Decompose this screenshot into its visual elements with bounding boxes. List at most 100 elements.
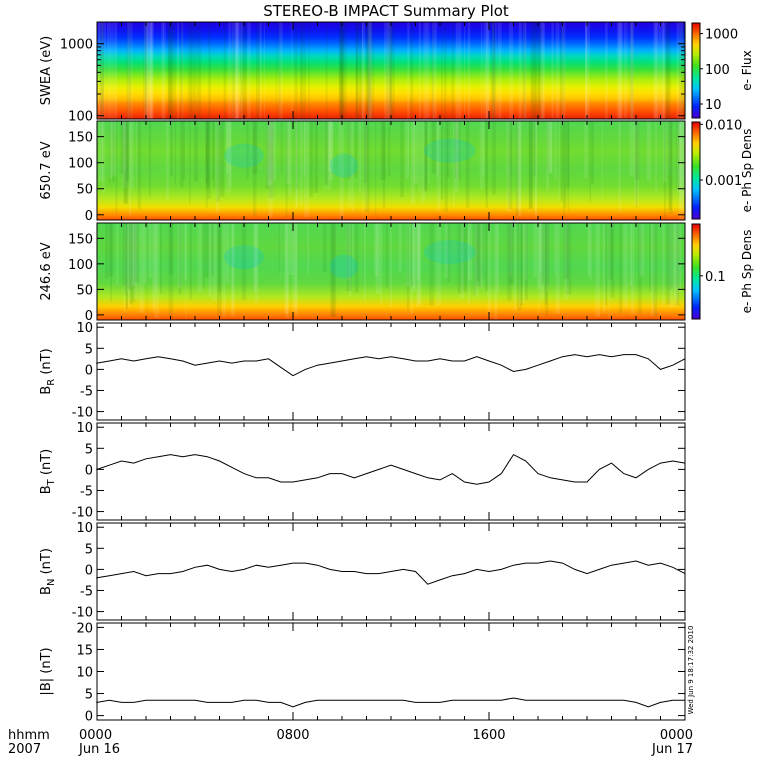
y-tick-label: 10 <box>76 421 93 436</box>
spectrogram-texture <box>354 121 358 178</box>
spectrogram-texture <box>235 22 239 119</box>
spectrogram-texture <box>230 223 235 317</box>
spectrogram-texture <box>280 121 283 173</box>
spectrogram-pad246 <box>97 223 685 320</box>
y-tick-label: 0 <box>85 309 93 324</box>
spectrogram-texture <box>485 22 490 119</box>
spectrogram-texture <box>561 22 566 119</box>
spectrogram-texture <box>184 223 188 280</box>
spectrogram-texture <box>676 121 680 191</box>
spectrogram-texture <box>479 223 484 289</box>
spectrogram-texture <box>268 121 273 219</box>
spectrogram-texture <box>675 223 680 306</box>
spectrogram-texture <box>429 223 434 306</box>
spectrogram-texture <box>618 22 624 119</box>
y-tick-label: 5 <box>85 442 93 457</box>
spectrogram-texture <box>390 22 395 119</box>
spectrogram-texture <box>595 223 600 317</box>
spectrogram-texture <box>232 22 235 119</box>
spectrogram-texture <box>462 223 468 293</box>
spectrogram-texture <box>131 223 136 302</box>
spectrogram-texture <box>681 22 687 119</box>
spectrogram-texture <box>508 121 513 210</box>
y-tick-label: -10 <box>72 606 93 621</box>
spectrogram-texture <box>629 223 632 287</box>
spectrogram-texture <box>555 223 560 314</box>
spectrogram-texture <box>352 223 354 274</box>
y-tick-label: 150 <box>68 232 93 247</box>
spectrogram-texture <box>631 223 635 315</box>
spectrogram-texture <box>219 121 225 197</box>
spectrogram-texture <box>386 22 389 119</box>
spectrogram-texture <box>522 223 526 303</box>
colorbar-tick-label: 0.001 <box>705 174 742 189</box>
spectrogram-texture <box>522 22 527 119</box>
spectrogram-texture <box>355 22 358 119</box>
spectrogram-texture <box>509 223 514 285</box>
spectrogram-texture <box>116 223 119 286</box>
spectrogram-texture <box>246 121 249 180</box>
spectrogram-texture <box>629 22 633 119</box>
spectrogram-texture <box>99 22 103 119</box>
spectrogram-texture <box>323 121 326 190</box>
spectrogram-texture <box>487 223 492 318</box>
spectrogram-texture <box>673 223 679 307</box>
spectrogram-texture <box>331 223 337 318</box>
spectrogram-texture <box>147 22 150 119</box>
spectrogram-texture <box>259 22 262 119</box>
spectrogram-texture <box>161 22 165 119</box>
spectrogram-texture <box>190 22 196 119</box>
spectrogram-texture <box>212 223 218 301</box>
spectrogram-texture <box>143 223 148 284</box>
spectrogram-texture <box>426 22 430 119</box>
spectrogram-texture <box>168 22 171 119</box>
spectrogram-texture <box>388 22 392 119</box>
spectrogram-texture <box>619 22 622 119</box>
spectrogram-texture <box>589 121 591 202</box>
spectrogram-texture <box>222 223 226 317</box>
trace-bmag <box>96 697 685 708</box>
spectrogram-texture <box>668 121 671 171</box>
spectrogram-texture <box>560 121 563 203</box>
spectrogram-texture <box>278 22 281 119</box>
spectrogram-texture <box>455 22 459 119</box>
spectrogram-texture <box>610 223 615 298</box>
spectrogram-texture <box>362 121 364 220</box>
spectrogram-texture <box>545 223 549 317</box>
spectrogram-texture <box>639 223 645 277</box>
spectrogram-texture <box>418 22 421 119</box>
spectrogram-texture <box>678 121 684 220</box>
time-tick-label: 0800 <box>276 728 309 743</box>
spectrogram-texture <box>125 223 128 310</box>
spectrogram-texture <box>124 121 129 205</box>
spectrogram-texture <box>531 22 534 119</box>
spectrogram-texture <box>634 121 639 206</box>
spectrogram-texture <box>407 22 410 119</box>
spectrogram-texture <box>241 22 243 119</box>
spectrogram-texture <box>669 223 673 290</box>
spectrogram-texture <box>145 22 147 119</box>
date-tick-label: Jun 16 <box>78 742 120 757</box>
spectrogram-texture <box>473 223 476 296</box>
spectrogram-texture <box>179 121 184 188</box>
spectrogram-texture <box>254 223 259 303</box>
spectrogram-texture <box>204 223 210 278</box>
spectrogram-texture <box>265 121 270 189</box>
spectrogram-texture <box>155 223 158 293</box>
spectrogram-texture <box>242 22 245 119</box>
spectrogram-texture <box>126 223 129 293</box>
spectrogram-texture <box>132 223 137 285</box>
spectrogram-pad650 <box>97 121 685 220</box>
spectrogram-texture <box>456 121 461 181</box>
spectrogram-texture <box>338 121 340 173</box>
trace-bn <box>96 560 686 585</box>
figure-title: STEREO-B IMPACT Summary Plot <box>263 2 509 20</box>
spectrogram-texture <box>666 22 672 119</box>
spectrogram-texture <box>441 22 443 119</box>
spectrogram-texture <box>406 223 410 287</box>
spectrogram-texture <box>382 121 386 209</box>
colorbar-swea <box>691 22 701 119</box>
colorbar-tick-label: 1000 <box>705 28 738 43</box>
spectrogram-texture <box>370 22 373 119</box>
spectrogram-texture <box>388 121 391 176</box>
